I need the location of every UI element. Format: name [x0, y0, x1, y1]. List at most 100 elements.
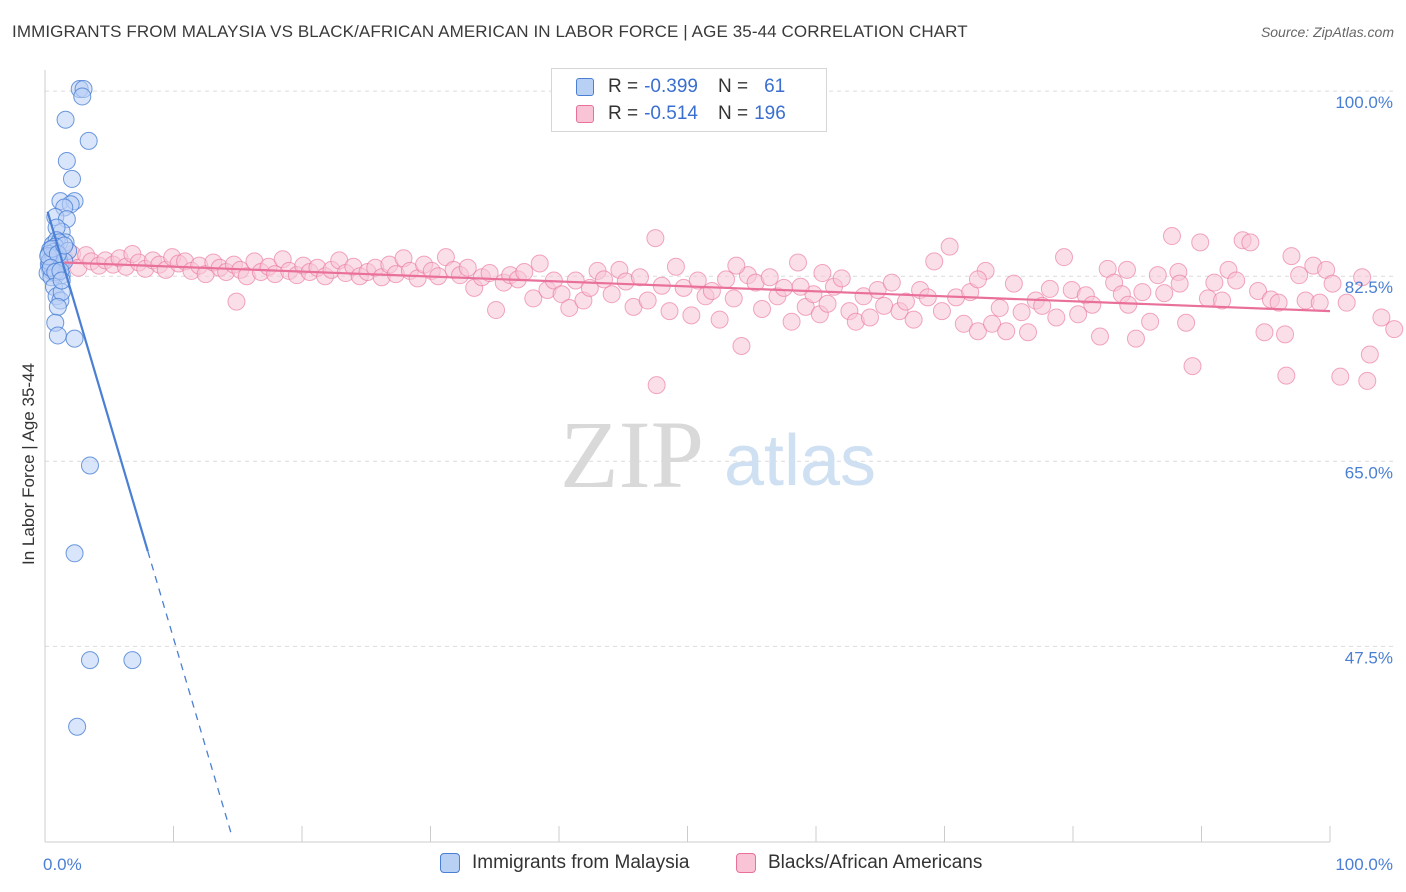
data-point-black: [1360, 345, 1379, 364]
data-point-black: [832, 269, 851, 288]
data-point-black: [1331, 367, 1350, 386]
data-point-black: [1249, 282, 1268, 301]
data-point-black: [860, 308, 879, 327]
legend-swatch-malaysia: [440, 853, 460, 873]
data-point-black: [1170, 274, 1189, 293]
data-point-malaysia: [80, 456, 99, 475]
data-point-black: [818, 294, 837, 313]
data-point-black: [918, 288, 937, 307]
data-point-black: [925, 252, 944, 271]
data-point-black: [983, 314, 1002, 333]
legend-item-black[interactable]: Blacks/African Americans: [736, 852, 982, 874]
data-point-black: [789, 253, 808, 272]
data-point-malaysia: [68, 717, 87, 736]
data-point-black: [1353, 268, 1372, 287]
data-point-black: [638, 291, 657, 310]
source-label: Source: ZipAtlas.com: [1260, 24, 1394, 40]
data-point-black: [666, 257, 685, 276]
tick-labels: 47.5% 65.0% 82.5% 100.0% 0.0% 100.0%: [43, 93, 1393, 874]
legend-n-value: 61: [764, 76, 786, 97]
data-point-black: [954, 314, 973, 333]
legend-r-label: R =: [608, 103, 639, 124]
data-point-black: [782, 312, 801, 331]
legend-swatch-black: [736, 853, 756, 873]
legend-row-black: R = -0.514 N = 196: [576, 102, 786, 126]
data-point-malaysia: [73, 87, 92, 106]
data-point-black: [227, 292, 246, 311]
data-point-malaysia: [79, 131, 98, 150]
y-tick-label: 100.0%: [1335, 93, 1393, 112]
series-blacks-african-americans: [55, 227, 1404, 395]
data-point-black: [1385, 320, 1404, 339]
data-point-black: [760, 268, 779, 287]
data-point-black: [940, 237, 959, 256]
data-point-malaysia: [80, 651, 99, 670]
legend-item-malaysia[interactable]: Immigrants from Malaysia: [440, 852, 690, 874]
data-point-black: [774, 278, 793, 297]
series-immigrants-from-malaysia: [38, 80, 142, 736]
data-point-black: [896, 292, 915, 311]
data-point-black: [1004, 274, 1023, 293]
data-point-black: [724, 289, 743, 308]
data-point-black: [458, 258, 477, 277]
data-point-black: [702, 282, 721, 301]
legend-row-malaysia: R = -0.399 N = 61: [576, 75, 785, 99]
data-point-black: [904, 310, 923, 329]
data-point-black: [1055, 248, 1074, 267]
data-point-black: [932, 302, 951, 321]
chart-title: IMMIGRANTS FROM MALAYSIA VS BLACK/AFRICA…: [12, 22, 968, 41]
data-point-black: [1323, 274, 1342, 293]
data-point-black: [1148, 266, 1167, 285]
data-point-black: [710, 310, 729, 329]
data-point-black: [997, 322, 1016, 341]
legend-swatch-pink: [576, 105, 594, 123]
y-tick-label: 65.0%: [1345, 463, 1393, 482]
data-point-black: [688, 271, 707, 290]
legend-n-label: N =: [717, 103, 749, 124]
data-point-black: [882, 273, 901, 292]
data-point-malaysia: [62, 169, 81, 188]
x-tick-label: 100.0%: [1335, 855, 1393, 874]
data-point-black: [1069, 305, 1088, 324]
data-point-black: [1012, 303, 1031, 322]
data-point-black: [727, 256, 746, 275]
trend-line-malaysia-extrapolated: [147, 550, 232, 835]
data-point-malaysia: [55, 236, 74, 255]
data-point-black: [1177, 313, 1196, 332]
data-point-malaysia: [56, 110, 75, 129]
y-tick-label: 47.5%: [1345, 648, 1393, 667]
data-point-black: [630, 268, 649, 287]
data-point-black: [1083, 295, 1102, 314]
data-point-black: [1155, 284, 1174, 303]
data-point-black: [682, 306, 701, 325]
data-point-black: [1276, 325, 1295, 344]
data-point-black: [1126, 329, 1145, 348]
data-point-black: [791, 277, 810, 296]
data-point-black: [647, 376, 666, 395]
trend-lines: [46, 211, 1331, 835]
x-tick-label: 0.0%: [43, 855, 82, 874]
legend-r-label: R =: [608, 76, 639, 97]
data-point-black: [524, 289, 543, 308]
data-point-black: [1117, 260, 1136, 279]
data-point-black: [732, 337, 751, 356]
legend-n-label: N =: [717, 76, 749, 97]
data-point-black: [487, 301, 506, 320]
watermark-atlas: atlas: [724, 421, 876, 501]
watermark-zip: ZIP: [560, 401, 704, 508]
data-point-black: [1183, 357, 1202, 376]
data-point-black: [515, 262, 534, 281]
legend-swatch-blue: [576, 78, 594, 96]
data-point-black: [1290, 266, 1309, 285]
data-point-black: [1162, 227, 1181, 246]
legend-r-value: -0.514: [644, 103, 698, 124]
legend-r-value: -0.399: [644, 76, 698, 97]
trend-line-black: [64, 261, 1331, 313]
data-point-black: [646, 229, 665, 248]
legend-n-value: 196: [754, 103, 786, 124]
data-point-black: [1277, 366, 1296, 385]
data-point-black: [1205, 273, 1224, 292]
watermark: ZIP atlas: [560, 401, 876, 508]
data-point-black: [560, 298, 579, 317]
